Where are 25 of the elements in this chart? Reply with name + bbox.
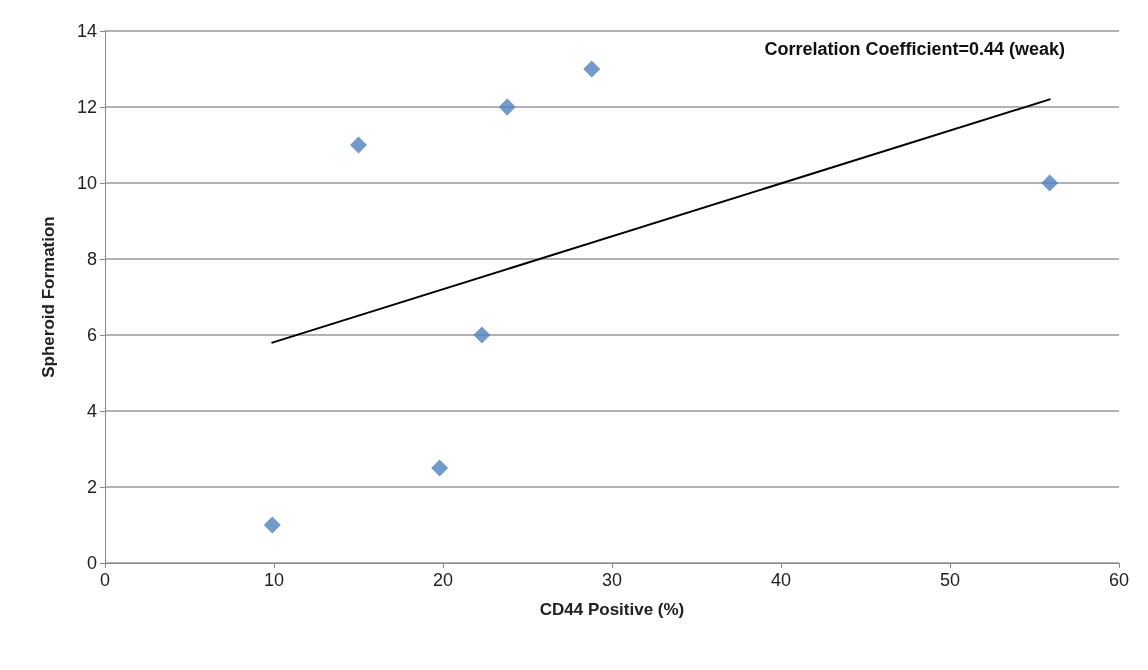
point: [1041, 174, 1059, 192]
point: [350, 136, 367, 154]
x-tick-label: 40: [770, 570, 792, 590]
y-axis-title: Spheroid Formation: [39, 216, 58, 378]
y-tick-label: 6: [86, 325, 97, 345]
y-tick-label: 8: [86, 249, 97, 269]
point: [473, 326, 491, 344]
y-tick-label: 2: [86, 477, 97, 497]
annotation: Correlation Coefficient=0.44 (weak): [764, 39, 1066, 59]
y-tick-label: 14: [76, 21, 97, 41]
x-tick-label: 0: [99, 570, 111, 590]
x-tick-label: 10: [263, 570, 285, 590]
x-tick-label: 30: [601, 570, 623, 590]
x-tick-label: 20: [432, 570, 454, 590]
point: [263, 516, 281, 534]
x-axis-title: CD44 Positive (%): [539, 600, 685, 619]
x-tick-label: 60: [1108, 570, 1130, 590]
y-tick-label: 12: [76, 97, 97, 117]
y-tick-label: 4: [86, 401, 97, 421]
point: [583, 60, 601, 78]
point: [498, 98, 516, 116]
y-tick-label: 0: [86, 553, 97, 573]
y-tick-label: 10: [76, 173, 97, 193]
x-tick-label: 50: [939, 570, 961, 590]
point: [431, 459, 449, 477]
